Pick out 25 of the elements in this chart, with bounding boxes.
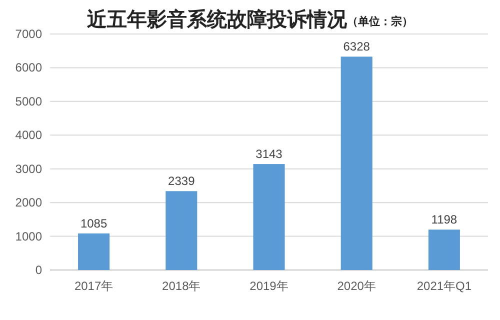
data-label: 3143 [256,147,283,162]
y-tick-label: 0 [35,263,42,277]
x-tick-label: 2021年Q1 [416,279,472,293]
bar [78,233,110,270]
data-label: 1198 [431,212,458,227]
y-tick-label: 3000 [15,162,42,176]
y-tick-label: 5000 [15,94,42,108]
bar [428,230,460,270]
data-label: 6328 [343,40,370,54]
chart-title: 近五年影音系统故障投诉情况 [86,8,348,31]
y-tick-label: 4000 [15,128,42,142]
y-tick-label: 7000 [15,27,42,41]
bar [166,191,198,270]
x-tick-label: 2018年 [162,279,201,293]
data-label: 2339 [168,174,196,188]
data-label: 1085 [80,216,108,230]
y-tick-label: 2000 [15,196,42,210]
bar [253,164,285,270]
y-tick-label: 6000 [15,60,42,75]
bar [340,56,372,270]
chart-subtitle: （单位：宗） [347,15,413,28]
x-tick-label: 2017年 [74,279,114,293]
x-tick-label: 2019年 [250,279,288,293]
x-tick-label: 2020年 [337,279,376,293]
y-tick-label: 1000 [15,229,42,244]
